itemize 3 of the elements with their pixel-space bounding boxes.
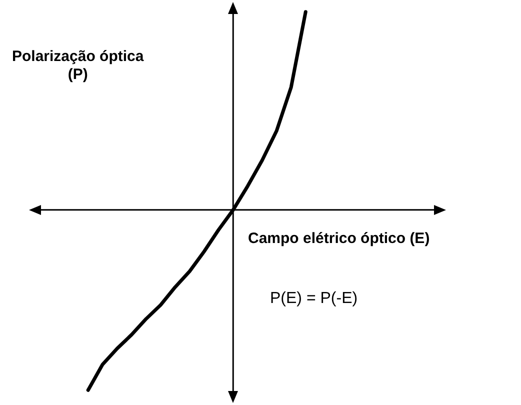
y-axis-title: Polarização óptica (P): [12, 48, 144, 84]
x-axis-title: Campo elétrico óptico (E): [248, 230, 430, 248]
annotation: P(E) = P(-E): [270, 290, 358, 308]
